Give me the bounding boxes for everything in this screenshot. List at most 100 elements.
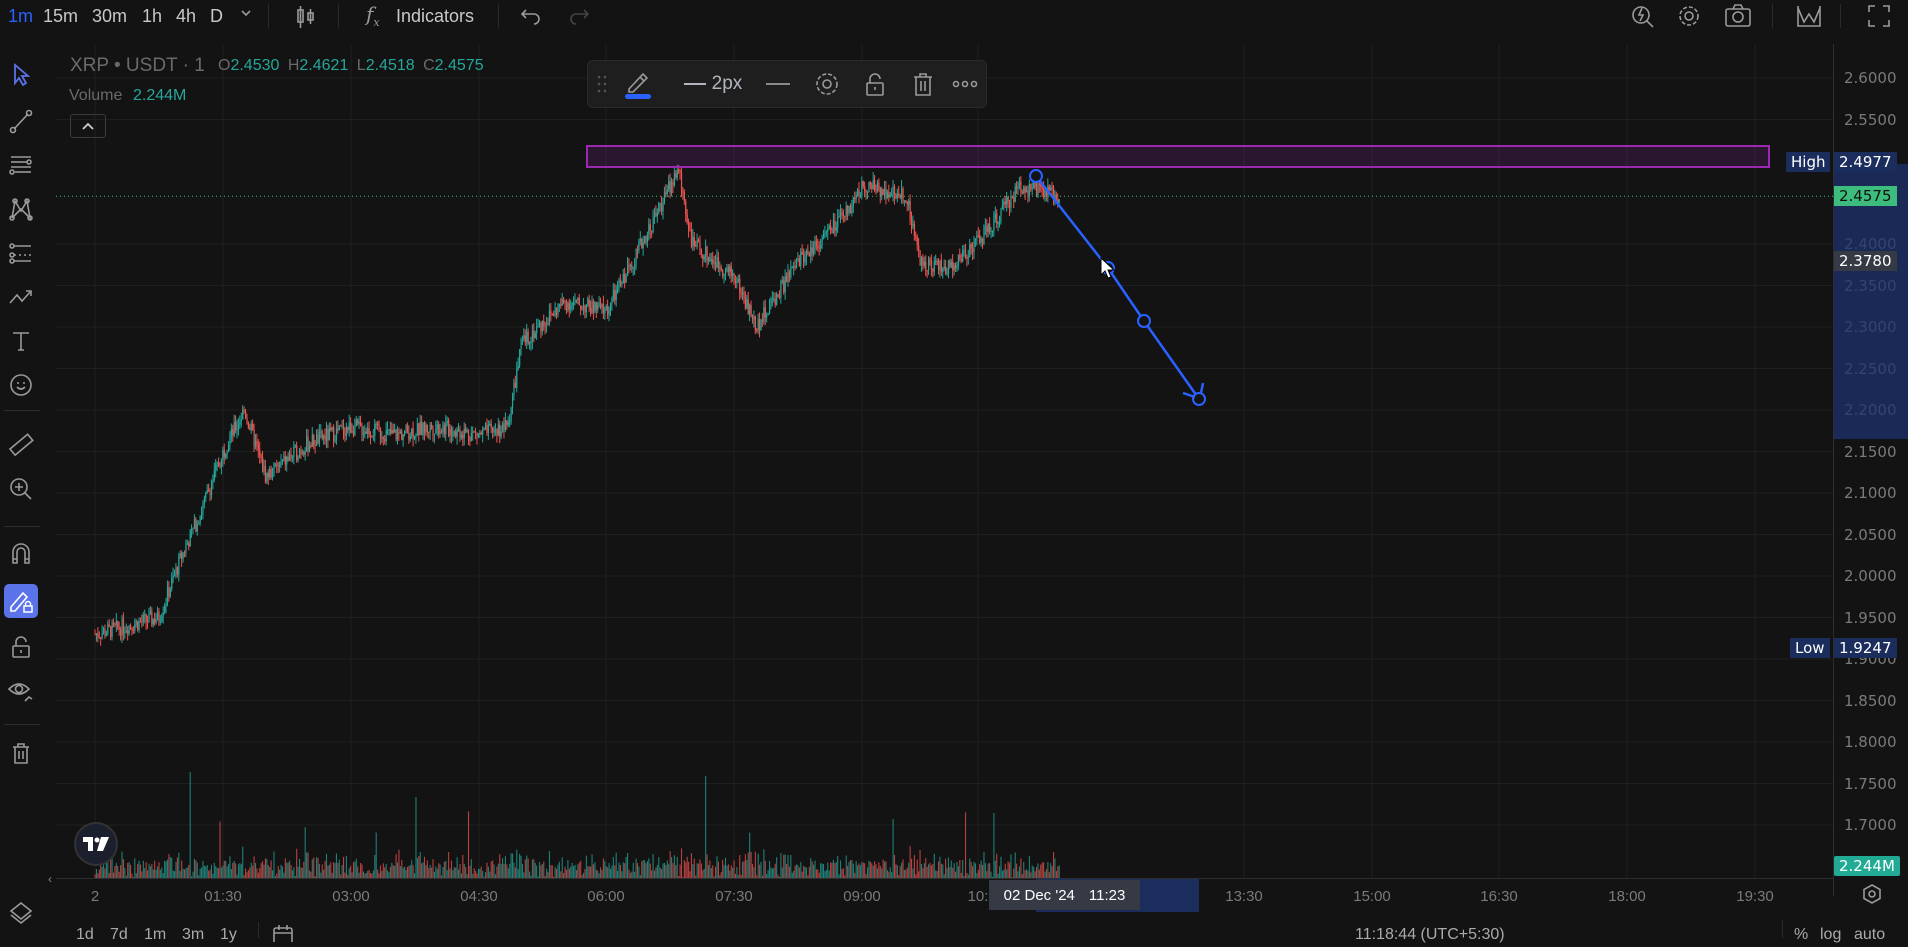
zoom-in-icon xyxy=(10,478,32,500)
delete-drawing-button[interactable] xyxy=(906,69,940,99)
high-label-tag: High xyxy=(1786,152,1831,172)
range-7d[interactable]: 7d xyxy=(110,926,128,943)
divider xyxy=(4,410,40,411)
range-highlight xyxy=(1834,164,1908,439)
indicators-button[interactable]: Indicators xyxy=(396,6,475,26)
percent-toggle[interactable]: % xyxy=(1794,926,1809,943)
brush-tool[interactable] xyxy=(4,280,38,314)
chart-pane[interactable] xyxy=(56,44,1833,878)
price-tick: 2.1000 xyxy=(1844,484,1897,502)
divider xyxy=(4,526,40,527)
left-toolbar xyxy=(0,44,44,938)
pattern-tool[interactable] xyxy=(4,192,38,226)
time-tick: 06:00 xyxy=(587,888,625,905)
trash-icon xyxy=(13,743,29,764)
zoom-in-tool[interactable] xyxy=(4,472,38,506)
range-1d[interactable]: 1d xyxy=(76,926,94,943)
remove-drawings-tool[interactable] xyxy=(4,736,38,770)
fx-icon[interactable]: fx xyxy=(366,2,380,29)
camera-icon[interactable] xyxy=(1724,3,1752,34)
time-axis-border xyxy=(56,878,1833,879)
auto-toggle[interactable]: auto xyxy=(1854,926,1886,943)
calendar-icon[interactable] xyxy=(272,924,294,947)
trend-arrow-icon xyxy=(9,290,32,304)
drawing-settings-button[interactable] xyxy=(810,69,844,99)
redo-icon[interactable] xyxy=(568,6,590,31)
line-color-swatch xyxy=(625,94,651,99)
trend-line-tool[interactable] xyxy=(4,104,38,138)
divider xyxy=(498,4,499,28)
fib-icon xyxy=(9,156,32,175)
text-icon xyxy=(13,332,29,351)
timeframe-30m[interactable]: 30m xyxy=(92,6,128,26)
timeframe-4h[interactable]: 4h xyxy=(176,6,197,26)
ruler-tool[interactable] xyxy=(4,428,38,462)
volume-label[interactable]: Volume xyxy=(69,87,123,104)
axis-settings-icon[interactable] xyxy=(1862,884,1882,909)
object-tree-tool[interactable] xyxy=(4,896,38,930)
price-axis[interactable]: 2.60002.55002.40002.35002.30002.25002.20… xyxy=(1833,44,1908,904)
low-value: 2.4518 xyxy=(365,57,415,74)
timeframe-15m[interactable]: 15m xyxy=(43,6,79,26)
price-tick: 1.9500 xyxy=(1844,608,1897,627)
log-toggle[interactable]: log xyxy=(1820,926,1842,943)
range-1y[interactable]: 1y xyxy=(220,926,237,943)
time-tick: 10: xyxy=(967,888,989,905)
line-width-button[interactable]: 2px xyxy=(678,69,748,99)
drag-handle-icon[interactable] xyxy=(594,69,610,99)
more-options-button[interactable] xyxy=(950,69,980,99)
range-3m[interactable]: 3m xyxy=(182,926,205,943)
lock-drawing-mode-tool[interactable] xyxy=(4,584,38,618)
divider xyxy=(268,4,269,28)
fullscreen-icon[interactable] xyxy=(1868,5,1890,32)
tradingview-logo[interactable] xyxy=(74,822,118,866)
cursor-icon xyxy=(14,63,31,87)
timeframe-1h[interactable]: 1h xyxy=(142,6,163,26)
scroll-left-icon[interactable]: ‹ xyxy=(48,872,52,886)
settings-icon[interactable] xyxy=(1676,3,1702,34)
magnet-tool[interactable] xyxy=(4,536,38,570)
collapse-legend-button[interactable] xyxy=(70,114,106,138)
volume-value: 2.244M xyxy=(133,87,187,104)
text-tool[interactable] xyxy=(4,324,38,358)
bottom-toolbar: 1d 7d 1m 3m 1y 11:18:44 (UTC+5:30) % log… xyxy=(0,914,1908,945)
fib-retracement-tool[interactable] xyxy=(4,148,38,182)
forecast-icon xyxy=(9,243,31,264)
range-1m[interactable]: 1m xyxy=(144,926,167,943)
time-tick: 19:30 xyxy=(1736,888,1774,905)
quick-search-icon[interactable] xyxy=(1630,3,1656,34)
low-label: L xyxy=(356,57,366,74)
timeframe-1m[interactable]: 1m xyxy=(8,6,34,26)
forecast-tool[interactable] xyxy=(4,236,38,270)
open-value: 2.4530 xyxy=(230,57,280,74)
line-width-value: 2px xyxy=(711,73,743,94)
hide-tool[interactable] xyxy=(4,674,38,708)
undo-icon[interactable] xyxy=(520,6,542,31)
time-tick: 04:30 xyxy=(460,888,498,905)
price-tick: 2.5500 xyxy=(1844,110,1897,129)
timeframe-d[interactable]: D xyxy=(210,6,223,26)
chevron-down-icon[interactable] xyxy=(239,6,253,25)
eye-icon xyxy=(7,683,33,702)
cursor-tool[interactable] xyxy=(4,58,38,92)
high-label: H xyxy=(287,57,300,74)
crosshair-price-tag: 2.3780 xyxy=(1834,251,1897,271)
price-tick: 2.6000 xyxy=(1844,69,1897,87)
high-price-tag: 2.4977 xyxy=(1834,152,1897,172)
line-width-icon xyxy=(683,83,706,85)
divider xyxy=(4,724,40,725)
emoji-tool[interactable] xyxy=(4,368,38,402)
chevron-up-icon xyxy=(82,122,94,130)
clock-timezone[interactable]: 11:18:44 (UTC+5:30) xyxy=(1355,926,1505,943)
lock-drawing-button[interactable] xyxy=(858,69,892,99)
line-style-icon xyxy=(766,83,790,85)
ruler-icon xyxy=(8,433,34,457)
line-color-button[interactable] xyxy=(618,69,658,99)
crosshair-time-tag: 02 Dec '24 11:23 xyxy=(989,880,1140,910)
line-style-button[interactable] xyxy=(760,69,796,99)
symbol-title[interactable]: XRP • USDT · 1 xyxy=(70,55,205,76)
lock-all-tool[interactable] xyxy=(4,630,38,664)
time-tick: 15:00 xyxy=(1353,888,1391,905)
chart-type-icon[interactable] xyxy=(1796,4,1822,33)
candles-icon[interactable] xyxy=(294,4,318,35)
